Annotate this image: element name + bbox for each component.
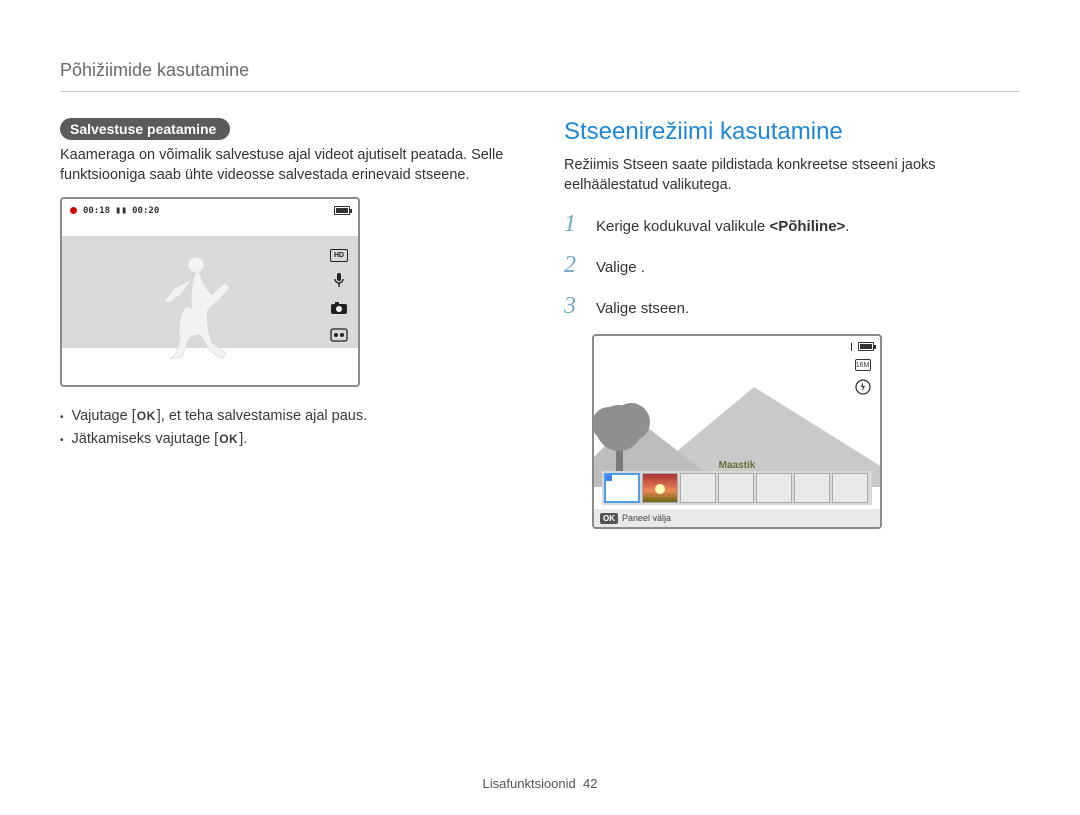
battery-icon (334, 206, 350, 215)
af-icon (330, 328, 348, 345)
step-text-post: . (641, 259, 645, 276)
scene-bottom-bar: OK Paneel välja (594, 509, 880, 527)
bullet-text-post: ], et teha salvestamise ajal paus. (157, 408, 367, 424)
step-text-pre: Kerige kodukuval valikule (596, 218, 769, 235)
scene-screenshot: 16M Maastik OK Paneel vä (592, 334, 882, 529)
step-text-post: . (845, 218, 849, 235)
bullet-icon: • (60, 405, 64, 428)
footer-label: Lisafunktsioonid (483, 776, 576, 791)
thumbnail (642, 473, 678, 503)
steps-list: 1 Kerige kodukuval valikule <Põhiline>. … (564, 211, 1020, 320)
mic-icon (332, 272, 346, 291)
video-screenshot: 00:18 ▮▮ 00:20 HD (60, 197, 360, 387)
pause-icon: ▮▮ (115, 205, 127, 216)
dancer-silhouette (152, 253, 242, 363)
total-time: 00:20 (132, 206, 159, 216)
scene-label: Maastik (719, 460, 756, 471)
scene-side-icons: 16M (851, 342, 874, 400)
thumbnail (832, 473, 868, 503)
step-text-pre: Valige (596, 259, 641, 276)
thumbnail (794, 473, 830, 503)
thumbnail-strip (602, 471, 872, 505)
section-heading: Stseenirežiimi kasutamine (564, 118, 1020, 146)
hd-icon: HD (330, 249, 348, 262)
breadcrumb: Põhižiimide kasutamine (60, 60, 1020, 92)
step-number: 3 (564, 293, 582, 320)
left-paragraph: Kaameraga on võimalik salvestuse ajal vi… (60, 146, 516, 185)
page-footer: Lisafunktsioonid 42 (0, 776, 1080, 791)
right-paragraph: Režiimis Stseen saate pildistada konkree… (564, 156, 1020, 195)
bullet-text-pre: Jätkamiseks vajutage [ (72, 431, 219, 447)
left-column: Salvestuse peatamine Kaameraga on võimal… (60, 118, 516, 529)
step-3: 3 Valige stseen. (564, 293, 1020, 320)
video-side-icons: HD (330, 249, 348, 345)
step-number: 1 (564, 211, 582, 238)
thumbnail (718, 473, 754, 503)
step-1: 1 Kerige kodukuval valikule <Põhiline>. (564, 211, 1020, 238)
camera-icon (330, 301, 348, 318)
elapsed-time: 00:18 (83, 206, 110, 216)
footer-page-number: 42 (583, 776, 597, 791)
step-text-pre: Valige stseen. (596, 300, 689, 317)
bullet-icon: • (60, 428, 64, 451)
bullet-text-pre: Vajutage [ (72, 408, 136, 424)
ok-key-icon: OK (218, 430, 239, 449)
flash-off-icon (855, 379, 871, 400)
thumbnail (756, 473, 792, 503)
bullet-text-post: ]. (239, 431, 247, 447)
resolution-icon: 16M (855, 359, 871, 371)
step-2: 2 Valige . (564, 252, 1020, 279)
video-overlay-top: 00:18 ▮▮ 00:20 (70, 205, 350, 216)
ok-key-icon: OK (136, 407, 157, 426)
ok-chip-icon: OK (600, 513, 618, 524)
section-pill-salvestuse: Salvestuse peatamine (60, 118, 230, 140)
battery-icon (858, 342, 874, 351)
step-number: 2 (564, 252, 582, 279)
thumbnail-selected (604, 473, 640, 503)
bottom-bar-text: Paneel välja (622, 513, 671, 523)
signal-icon (851, 343, 852, 351)
step-text-bold: <Põhiline> (769, 218, 845, 235)
record-icon (70, 207, 77, 214)
right-column: Stseenirežiimi kasutamine Režiimis Stsee… (564, 118, 1020, 529)
thumbnail (680, 473, 716, 503)
list-item: • Vajutage [OK], et teha salvestamise aj… (60, 405, 516, 428)
list-item: • Jätkamiseks vajutage [OK]. (60, 428, 516, 451)
bullet-list: • Vajutage [OK], et teha salvestamise aj… (60, 405, 516, 451)
